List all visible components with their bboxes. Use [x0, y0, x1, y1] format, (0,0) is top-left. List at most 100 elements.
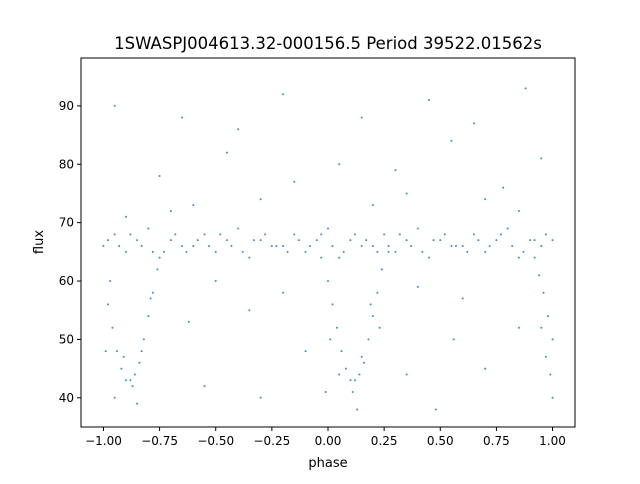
data-point [338, 256, 341, 259]
data-point [538, 274, 541, 277]
data-point [248, 309, 251, 312]
data-point [542, 291, 545, 294]
y-tick-label: 50 [59, 332, 74, 346]
data-point [259, 396, 262, 399]
data-point [187, 320, 190, 323]
data-point [214, 280, 217, 283]
data-point [551, 338, 554, 341]
data-point [367, 338, 370, 341]
data-point [432, 239, 435, 242]
data-point [371, 315, 374, 318]
data-point [230, 245, 233, 248]
data-point [149, 297, 152, 300]
data-point [136, 239, 139, 242]
data-point [169, 209, 172, 212]
data-point [259, 239, 262, 242]
data-point [544, 233, 547, 236]
data-point [356, 408, 359, 411]
data-point [450, 245, 453, 248]
data-point [124, 250, 127, 253]
data-point [327, 227, 329, 230]
data-point [551, 396, 554, 399]
data-point [207, 245, 210, 248]
data-point [351, 390, 354, 393]
x-tick-label: 0.75 [483, 434, 510, 448]
data-point [533, 256, 536, 259]
y-axis-ticks: 40 50 60 70 80 90 [59, 99, 81, 405]
data-point [329, 338, 332, 341]
data-point [225, 151, 228, 154]
data-point [109, 280, 112, 283]
data-point [136, 402, 139, 405]
data-point [219, 233, 222, 236]
data-point [331, 245, 334, 248]
data-point [549, 373, 552, 376]
data-point [405, 373, 408, 376]
data-point [349, 239, 352, 242]
data-point [106, 239, 109, 242]
data-point [533, 239, 536, 242]
data-point [113, 233, 116, 236]
data-point [169, 239, 172, 242]
data-point [540, 157, 543, 160]
x-tick-label: 0.25 [371, 434, 398, 448]
data-point [428, 256, 431, 259]
data-point [111, 326, 114, 329]
data-point [428, 99, 431, 102]
data-point [540, 245, 543, 248]
y-tick-label: 40 [59, 391, 74, 405]
data-point [225, 239, 228, 242]
data-point [502, 186, 505, 189]
data-point [129, 233, 132, 236]
data-point [477, 239, 480, 242]
data-point [466, 250, 469, 253]
data-point [102, 245, 105, 248]
data-point [495, 239, 498, 242]
data-point [484, 198, 487, 201]
data-point [472, 233, 475, 236]
data-point [286, 250, 289, 253]
data-point [421, 250, 424, 253]
data-point [387, 245, 390, 248]
data-point [320, 256, 323, 259]
data-point [353, 233, 356, 236]
data-point [331, 303, 334, 306]
data-point [378, 326, 381, 329]
data-point [237, 128, 240, 131]
data-point [529, 239, 532, 242]
x-tick-label: 1.00 [539, 434, 566, 448]
data-point [484, 250, 487, 253]
data-point [151, 291, 154, 294]
data-point [511, 245, 514, 248]
data-point [113, 396, 116, 399]
data-point [264, 233, 267, 236]
data-point [461, 245, 464, 248]
data-point [499, 233, 502, 236]
data-point [147, 227, 150, 230]
chart-title: 1SWASPJ004613.32-000156.5 Period 39522.0… [114, 34, 542, 53]
data-point [158, 174, 161, 177]
data-point [338, 163, 341, 166]
data-point [118, 245, 121, 248]
x-tick-label: −1.00 [85, 434, 122, 448]
data-point [133, 373, 136, 376]
data-point [380, 268, 383, 271]
data-point [142, 338, 145, 341]
data-point [181, 245, 184, 248]
data-point [551, 239, 554, 242]
data-point [439, 239, 442, 242]
data-point [376, 291, 379, 294]
data-point [196, 239, 199, 242]
data-point [335, 326, 338, 329]
data-point [181, 116, 184, 119]
data-point [270, 245, 273, 248]
data-point [113, 104, 116, 107]
data-point [156, 268, 159, 271]
data-point [185, 250, 188, 253]
data-point [394, 169, 397, 172]
data-point [282, 245, 285, 248]
data-point [293, 233, 296, 236]
x-tick-label: −0.25 [253, 434, 290, 448]
data-point [452, 338, 455, 341]
